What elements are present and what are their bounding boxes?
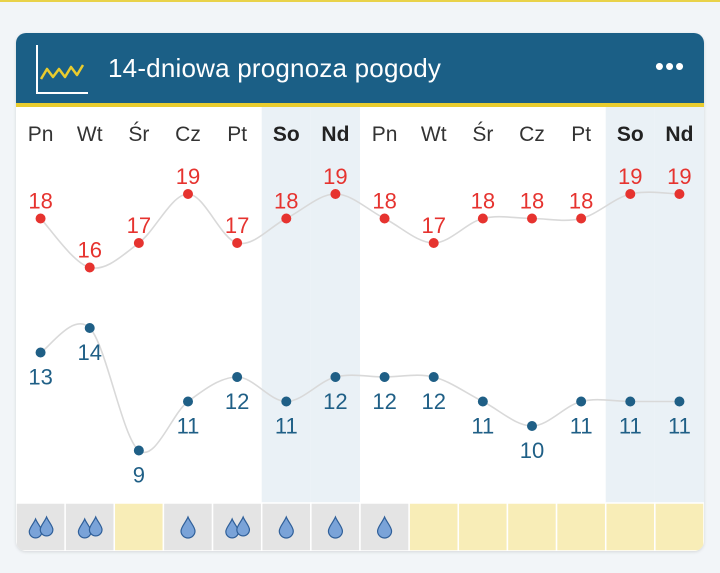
high-temp-label: 16 (77, 238, 101, 263)
high-temp-point (133, 238, 144, 248)
precipitation-cell (113, 502, 165, 551)
weekend-column-bg (605, 107, 655, 503)
high-temp-label: 19 (618, 164, 642, 189)
precipitation-cell (506, 502, 558, 551)
raindrop-icon (376, 515, 393, 539)
low-temp-point (35, 347, 46, 358)
low-temp-point (183, 396, 193, 407)
high-temp-label: 18 (274, 189, 298, 214)
high-temp-label: 17 (225, 213, 249, 238)
raindrop-icon (236, 515, 251, 537)
high-temp-label: 18 (471, 189, 495, 214)
low-temp-label: 12 (421, 389, 445, 414)
high-temp-point (84, 262, 95, 273)
low-temp-label: 9 (133, 463, 145, 488)
day-label: Pt (227, 123, 247, 146)
more-options-button[interactable]: ••• (654, 51, 686, 81)
low-temp-point (232, 372, 243, 382)
day-label: Pn (28, 123, 54, 146)
precipitation-cell (408, 502, 460, 551)
low-temp-point (428, 372, 439, 382)
high-temp-point (35, 213, 46, 224)
precipitation-cell (211, 502, 263, 551)
forecast-chart: Pn Wt Śr Cz Pt So Nd Pn Wt Śr Cz Pt So Nd 18 16 17 19 17 18… (16, 107, 704, 551)
high-temp-label: 18 (28, 189, 52, 214)
weekend-column-bg (261, 107, 311, 503)
high-temp-point (428, 238, 439, 248)
raindrop-icon (28, 517, 43, 539)
low-temp-label: 11 (275, 414, 298, 439)
raindrop-icon (88, 515, 103, 537)
precipitation-cell (457, 502, 509, 551)
high-temp-point (576, 213, 587, 224)
low-temp-point (527, 421, 537, 431)
day-label: Śr (128, 122, 149, 146)
high-temp-point (183, 189, 193, 199)
low-temp-point (576, 396, 587, 407)
high-temp-point (477, 213, 488, 224)
precipitation-cell (555, 502, 607, 551)
low-temp-label: 11 (668, 414, 691, 439)
high-temp-point (281, 213, 292, 224)
high-temp-label: 18 (520, 189, 544, 214)
low-temp-label: 11 (471, 414, 494, 439)
day-label: Nd (665, 123, 693, 146)
top-accent-line (0, 0, 720, 2)
day-label: Śr (472, 122, 493, 146)
low-temp-point (625, 396, 636, 407)
high-temp-label: 19 (176, 164, 200, 189)
low-temp-label: 10 (520, 438, 544, 463)
raindrop-icon (77, 517, 92, 539)
day-label: Cz (519, 123, 545, 146)
low-temp-point (379, 372, 390, 382)
low-temp-label: 11 (619, 414, 642, 439)
high-temp-label: 18 (372, 189, 396, 214)
low-temp-label: 11 (177, 414, 200, 439)
day-label: Cz (175, 123, 201, 146)
low-temp-label: 13 (28, 365, 52, 390)
low-temp-label: 12 (372, 389, 396, 414)
low-temp-point (281, 396, 292, 407)
high-temp-label: 18 (569, 189, 593, 214)
day-label: Wt (421, 123, 447, 146)
raindrop-icon (39, 515, 54, 537)
low-temp-label: 11 (570, 414, 593, 439)
raindrop-icon (327, 515, 344, 539)
line-chart-icon (36, 45, 88, 94)
low-temp-point (133, 445, 144, 456)
weekend-column-bg (654, 107, 704, 503)
weekend-column-bg (310, 107, 360, 503)
high-temp-label: 19 (323, 164, 347, 189)
high-temp-point (625, 189, 636, 199)
high-temp-point (330, 189, 341, 199)
raindrop-icon (225, 517, 240, 539)
high-temp-label: 17 (421, 213, 445, 238)
high-temp-point (232, 238, 243, 248)
forecast-widget: Pn Wt Śr Cz Pt So Nd Pn Wt Śr Cz Pt So Nd 18 16 17 19 17 18… (16, 33, 704, 551)
low-temp-label: 12 (323, 389, 347, 414)
day-label: Pn (372, 123, 398, 146)
low-temp-label: 14 (77, 340, 101, 365)
day-label: Wt (77, 123, 103, 146)
low-temp-point (330, 372, 341, 382)
raindrop-icon (180, 515, 196, 539)
low-temp-label: 12 (225, 389, 249, 414)
high-temp-label: 19 (667, 164, 691, 189)
widget-title: 14-dniowa prognoza pogody (108, 53, 442, 83)
raindrop-icon (278, 515, 294, 539)
low-temp-point (84, 323, 95, 333)
day-label: Pt (571, 123, 591, 146)
high-temp-point (527, 213, 537, 224)
high-temp-label: 17 (127, 213, 151, 238)
widget-header: 14-dniowa prognoza pogody ••• (16, 33, 704, 107)
day-label: So (273, 123, 300, 146)
day-label: Nd (321, 123, 349, 146)
day-label: So (617, 123, 644, 146)
precipitation-cell (654, 502, 704, 551)
high-temp-point (379, 213, 390, 224)
precipitation-cell (604, 502, 656, 551)
high-temp-point (674, 189, 685, 199)
low-temp-point (477, 396, 488, 407)
low-temp-point (674, 396, 685, 407)
